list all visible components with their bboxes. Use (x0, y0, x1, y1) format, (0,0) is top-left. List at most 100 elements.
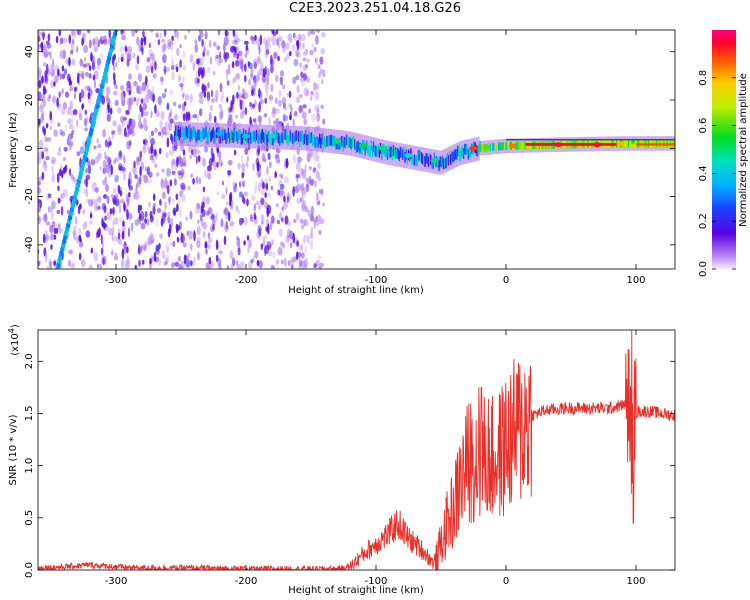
heatmap-cell (196, 132, 198, 144)
heatmap-cell (317, 64, 321, 69)
heatmap-cell (180, 82, 183, 92)
heatmap-cell (159, 120, 163, 130)
heatmap-cell (295, 212, 300, 221)
heatmap-cell (85, 168, 88, 174)
heatmap-cell (119, 84, 125, 91)
heatmap-cell (319, 218, 325, 225)
heatmap-cell (156, 172, 160, 177)
heatmap-cell (304, 245, 307, 254)
heatmap-cell (263, 113, 268, 118)
heatmap-cell (223, 223, 227, 231)
heatmap-cell (38, 178, 42, 188)
heatmap-cell (273, 51, 278, 60)
heatmap-cell (59, 72, 62, 81)
heatmap-cell (295, 251, 299, 260)
heatmap-cell (202, 157, 206, 167)
heatmap-cell (226, 264, 230, 269)
heatmap-cell (143, 35, 147, 46)
heatmap-cell (352, 135, 355, 147)
heatmap-cell (378, 145, 387, 151)
heatmap-cell (210, 104, 213, 111)
heatmap-cell (316, 154, 320, 163)
heatmap-cell (107, 173, 112, 178)
heatmap-cell (187, 127, 190, 139)
x-tick-label: 0 (503, 576, 509, 587)
y-tick-label: 0.0 (24, 562, 35, 578)
heatmap-cell (302, 104, 307, 109)
heatmap-cell (165, 243, 169, 252)
heatmap-cell (210, 89, 214, 98)
heatmap-cell (208, 157, 213, 167)
heatmap-cell (265, 91, 269, 97)
heatmap-cell (250, 133, 252, 144)
heatmap-cell (237, 133, 239, 144)
heatmap-cell (150, 143, 153, 155)
heatmap-cell (68, 249, 73, 255)
heatmap-cell (152, 193, 156, 202)
heatmap-cell (292, 256, 298, 262)
heatmap-cell (212, 41, 217, 47)
heatmap-cell (498, 142, 500, 151)
heatmap-cell (126, 258, 130, 269)
heatmap-cell (310, 95, 313, 101)
heatmap-cell (507, 142, 509, 150)
heatmap-cell (39, 199, 42, 209)
heatmap-cell (274, 97, 278, 105)
heatmap-cell (306, 208, 310, 214)
heatmap-cell (253, 61, 257, 70)
heatmap-cell (417, 150, 419, 162)
heatmap-cell (118, 56, 120, 63)
heatmap-cell (141, 46, 144, 56)
heatmap-cell (289, 114, 292, 121)
heatmap-cell (333, 138, 341, 144)
heatmap-cell (150, 110, 153, 119)
heatmap-cell (178, 104, 182, 109)
heatmap-cell (70, 30, 75, 36)
heatmap-cell (197, 155, 201, 163)
heatmap-cell (132, 52, 136, 59)
heatmap-cell (203, 47, 206, 53)
heatmap-cell (260, 197, 265, 206)
heatmap-cell (197, 129, 199, 140)
heatmap-cell (213, 130, 216, 141)
heatmap-cell (212, 223, 215, 231)
heatmap-cell (172, 101, 177, 106)
heatmap-cell (219, 105, 223, 110)
heatmap-cell (189, 54, 194, 63)
heatmap-cell (148, 201, 151, 208)
heatmap-cell (315, 220, 320, 227)
heatmap-cell (306, 134, 308, 146)
heatmap-cell (272, 134, 274, 146)
heatmap-cell (302, 134, 304, 146)
heatmap-cell (314, 137, 316, 148)
heatmap-cell (176, 236, 180, 243)
heatmap-cell (107, 102, 110, 110)
heatmap-cell (253, 39, 258, 45)
heatmap-cell (275, 30, 279, 35)
heatmap-cell (53, 223, 58, 228)
heatmap-cell (130, 213, 133, 220)
heatmap-cell (173, 131, 176, 142)
heatmap-cell (121, 259, 124, 269)
heatmap-cell (421, 153, 424, 165)
heatmap-cell (65, 91, 69, 98)
heatmap-cell (252, 103, 255, 109)
heatmap-cell (295, 130, 297, 141)
heatmap-cell (310, 239, 314, 250)
heatmap-cell (204, 242, 208, 249)
heatmap-cell (139, 103, 142, 113)
heatmap-cell (369, 146, 371, 157)
heatmap-cell (206, 91, 211, 102)
heatmap-cell (206, 66, 211, 74)
heatmap-cell (304, 129, 307, 141)
heatmap-cell (206, 132, 209, 144)
heatmap-cell (220, 218, 224, 228)
heatmap-cell (114, 84, 118, 90)
heatmap-cell (85, 174, 91, 181)
heatmap-cell (303, 118, 308, 126)
heatmap-cell (109, 107, 113, 115)
heatmap-cell (102, 257, 105, 266)
heatmap-cell (180, 182, 186, 190)
heatmap-cell (102, 159, 107, 169)
heatmap-cell (182, 76, 185, 83)
